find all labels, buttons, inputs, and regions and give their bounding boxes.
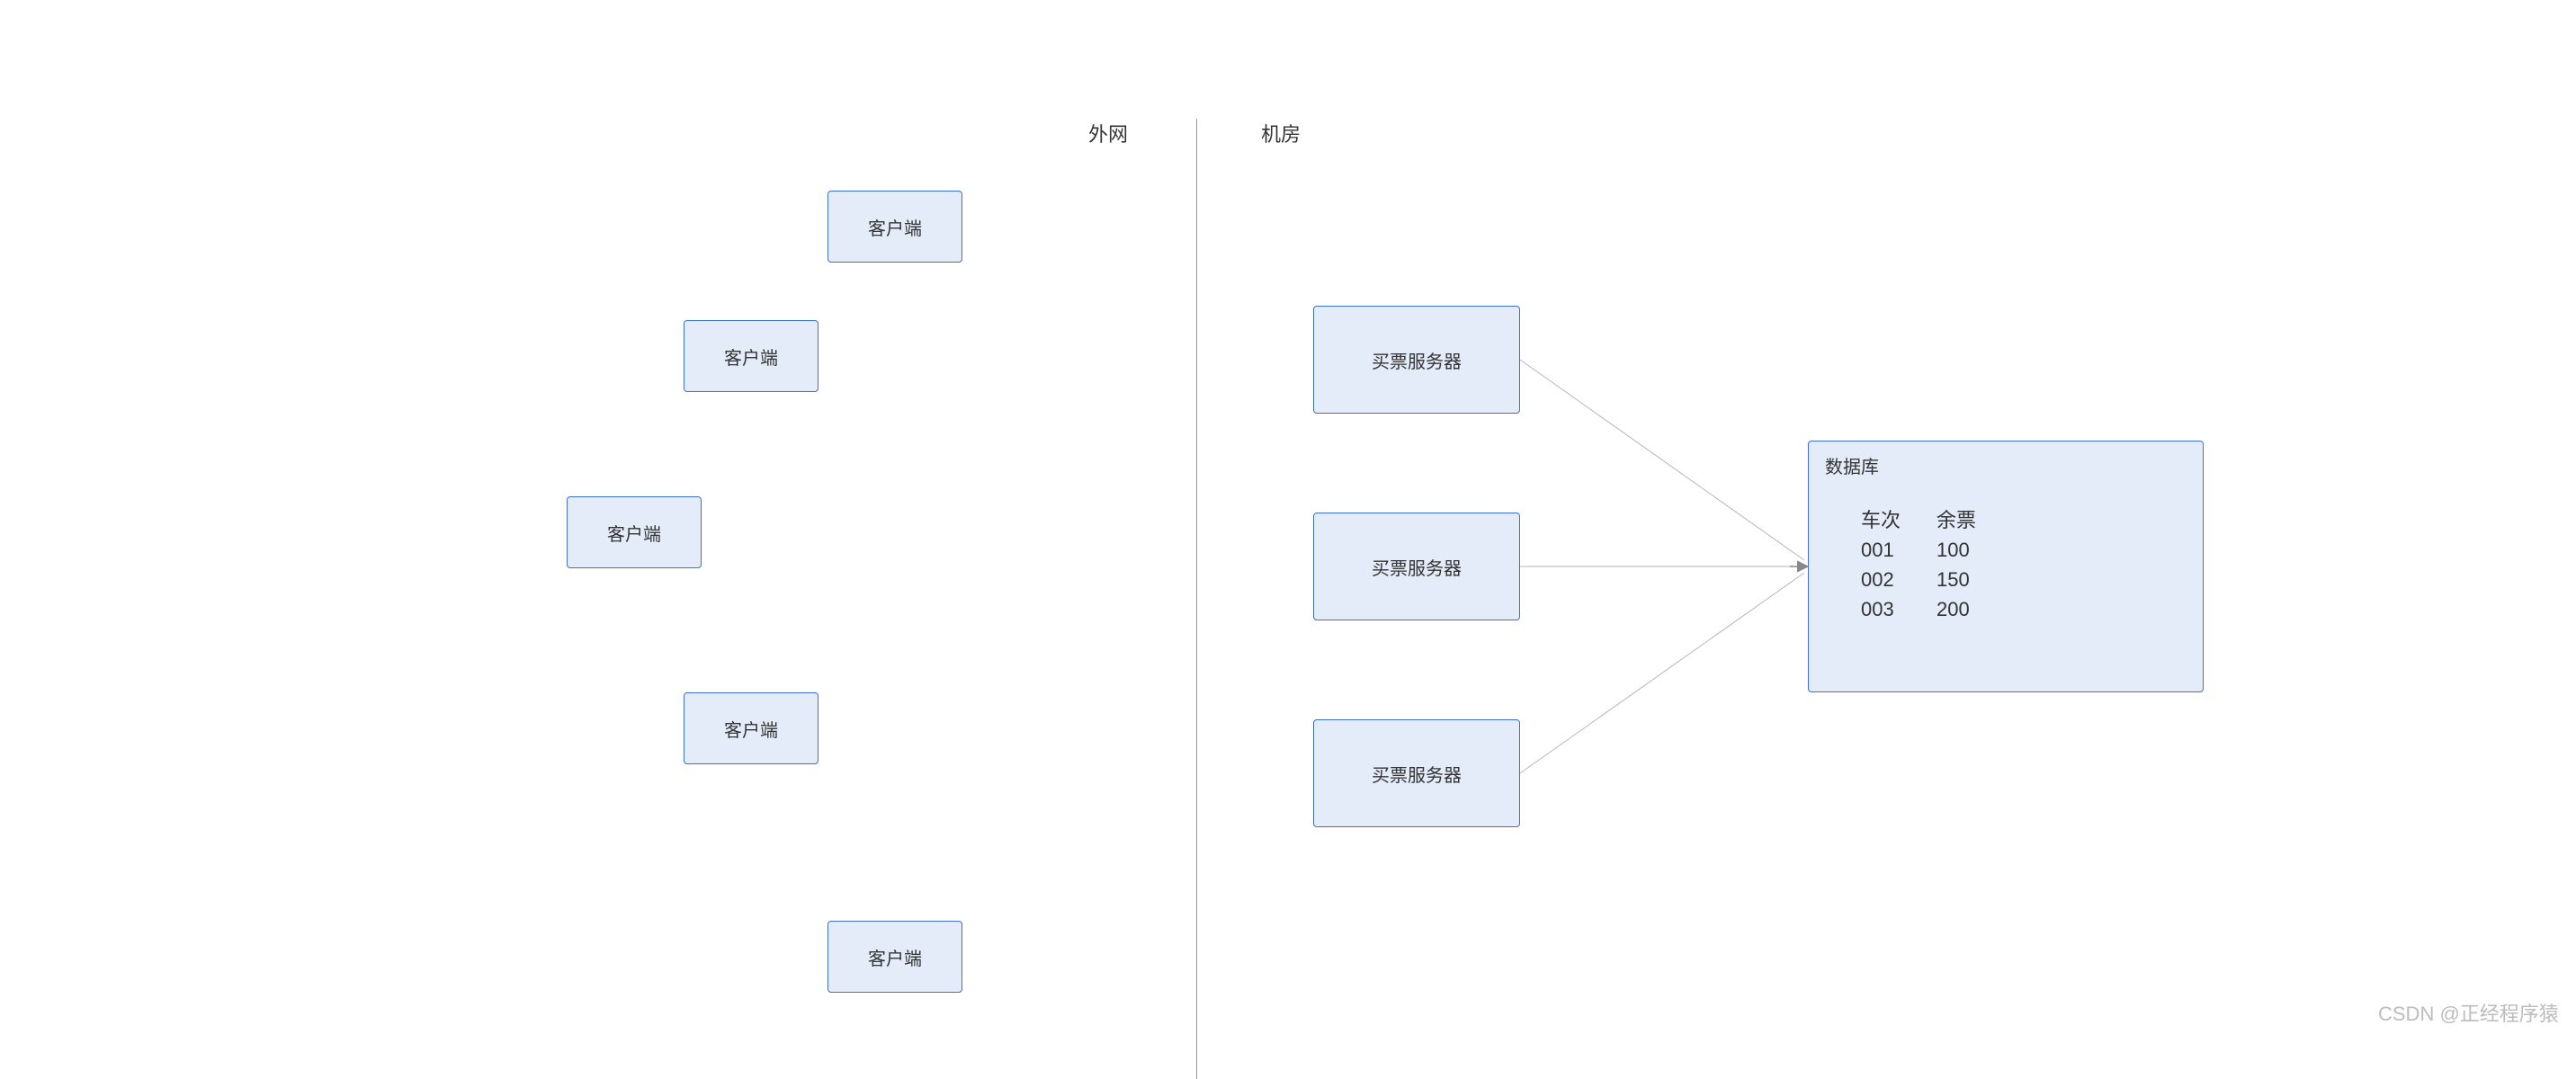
server-node: 买票服务器 — [1313, 719, 1520, 827]
client-label: 客户端 — [868, 214, 922, 240]
server-node: 买票服务器 — [1313, 306, 1520, 414]
vertical-divider — [1196, 119, 1197, 1079]
client-label: 客户端 — [868, 944, 922, 970]
client-node: 客户端 — [827, 921, 962, 993]
client-node: 客户端 — [827, 191, 962, 263]
server-node: 买票服务器 — [1313, 513, 1520, 620]
section-label-left: 外网 — [1088, 119, 1128, 147]
architecture-diagram: 外网 机房 客户端 客户端 客户端 客户端 客户端 买票服务器 买票服务器 买票… — [0, 0, 2576, 1036]
edge — [1520, 360, 1804, 560]
client-label: 客户端 — [724, 716, 778, 742]
edge — [1520, 573, 1804, 773]
section-label-right: 机房 — [1261, 119, 1301, 147]
server-label: 买票服务器 — [1372, 554, 1462, 580]
db-cell: 200 — [1936, 594, 2012, 624]
client-node: 客户端 — [567, 496, 702, 568]
db-cell: 002 — [1861, 565, 1936, 594]
client-node: 客户端 — [684, 692, 818, 764]
db-cell: 100 — [1936, 535, 2012, 565]
client-node: 客户端 — [684, 320, 818, 392]
server-label: 买票服务器 — [1372, 347, 1462, 373]
db-col-header: 余票 — [1936, 505, 2012, 535]
watermark: CSDN @正经程序猿 — [2378, 998, 2559, 1027]
db-cell: 001 — [1861, 535, 1936, 565]
database-table: 车次 余票 001 100 002 150 003 200 — [1861, 505, 2187, 624]
client-label: 客户端 — [607, 520, 661, 546]
server-label: 买票服务器 — [1372, 761, 1462, 787]
client-label: 客户端 — [724, 343, 778, 370]
database-title: 数据库 — [1825, 452, 2187, 478]
db-cell: 003 — [1861, 594, 1936, 624]
database-node: 数据库 车次 余票 001 100 002 150 003 200 — [1808, 441, 2204, 692]
db-cell: 150 — [1936, 565, 2012, 594]
db-col-header: 车次 — [1861, 505, 1936, 535]
